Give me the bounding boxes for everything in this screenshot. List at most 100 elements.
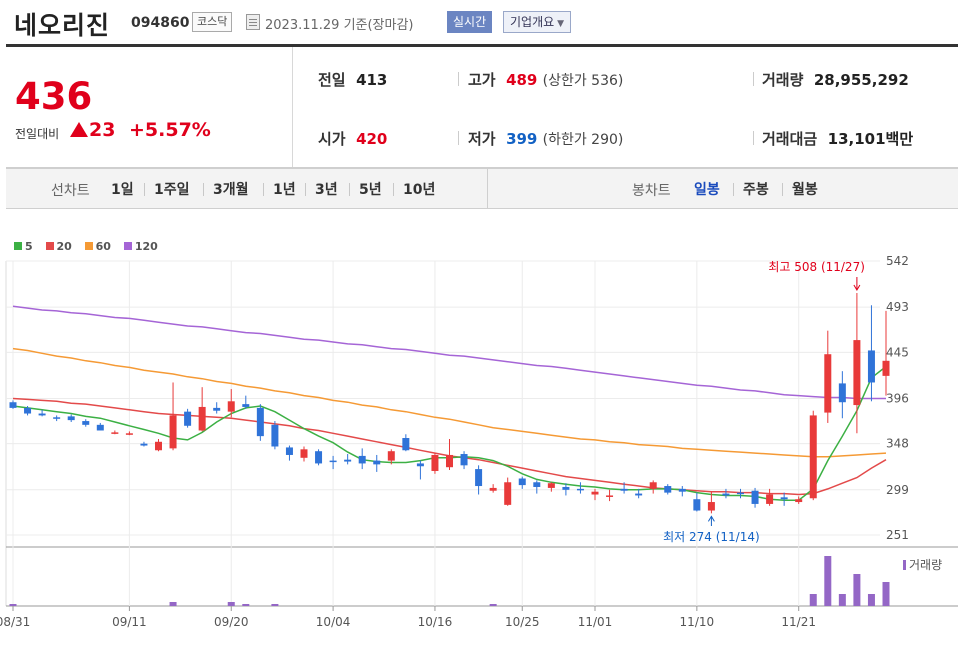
tab-3y[interactable]: 3년 bbox=[315, 182, 338, 198]
tab-1w[interactable]: 1주일 bbox=[154, 182, 190, 198]
candle-body bbox=[606, 495, 614, 497]
stock-header: 네오리진 094860 코스닥 2023.11.29 기준(장마감) 실시간 기… bbox=[0, 0, 958, 44]
tab-1y[interactable]: 1년 bbox=[273, 182, 296, 198]
candle bbox=[678, 486, 686, 497]
volume-bar bbox=[867, 594, 875, 606]
calendar-icon bbox=[246, 14, 260, 30]
legend-ma120: 120 bbox=[123, 240, 158, 253]
tab-daily[interactable]: 일봉 bbox=[694, 182, 720, 198]
volume-bar bbox=[227, 602, 235, 606]
candle bbox=[125, 431, 133, 436]
candle-body bbox=[446, 454, 453, 468]
legend-ma60: 60 bbox=[84, 240, 111, 253]
tab-5y[interactable]: 5년 bbox=[359, 182, 382, 198]
x-tick-label: 09/20 bbox=[214, 615, 249, 629]
candle-body bbox=[387, 451, 395, 461]
lower-limit: (하한가 290) bbox=[542, 132, 624, 148]
y-tick-label: 396 bbox=[886, 391, 909, 405]
volume-bar bbox=[489, 604, 497, 606]
volume-legend-swatch bbox=[903, 560, 906, 570]
high-arrow-head bbox=[853, 284, 861, 291]
candle-body bbox=[722, 493, 730, 496]
candle-body bbox=[635, 493, 643, 496]
candle-body bbox=[9, 402, 17, 408]
x-tick-label: 11/10 bbox=[680, 615, 715, 629]
candle bbox=[227, 389, 235, 418]
quote-divider bbox=[292, 47, 293, 167]
low-arrow-head bbox=[707, 515, 715, 522]
volume-bar bbox=[809, 594, 817, 606]
candle-body bbox=[664, 486, 672, 493]
candle-body bbox=[838, 383, 846, 403]
tab-3m[interactable]: 3개월 bbox=[213, 182, 249, 198]
company-overview-label: 기업개요 bbox=[510, 15, 555, 29]
ma-line-60 bbox=[12, 347, 887, 458]
candle-body bbox=[285, 447, 293, 455]
candle-body bbox=[867, 350, 875, 383]
candle-body bbox=[169, 415, 177, 449]
ma-line-5 bbox=[12, 365, 887, 501]
tab-separator bbox=[349, 183, 350, 196]
tab-separator bbox=[305, 183, 306, 196]
candle bbox=[329, 455, 337, 470]
candle-body bbox=[693, 499, 701, 511]
candle-body bbox=[96, 424, 104, 431]
tab-1d[interactable]: 1일 bbox=[111, 182, 134, 198]
candle bbox=[867, 305, 875, 402]
candle bbox=[285, 445, 293, 461]
candle bbox=[460, 451, 468, 470]
quote-panel: 436 전일대비 23 +5.57% 전일 413 고가 489 (상한가 53… bbox=[6, 47, 958, 168]
change-label: 전일대비 bbox=[15, 127, 60, 141]
candle-body bbox=[795, 499, 803, 503]
candle bbox=[198, 387, 206, 432]
candle bbox=[591, 488, 599, 501]
candle-body bbox=[518, 478, 526, 486]
candle bbox=[242, 395, 250, 409]
company-overview-button[interactable]: 기업개요 ▼ bbox=[503, 11, 572, 33]
cell-separator bbox=[753, 72, 754, 86]
cell-separator bbox=[753, 131, 754, 145]
candle-body bbox=[358, 455, 366, 464]
low-annotation: 최저 274 (11/14) bbox=[663, 530, 760, 544]
change-amount: 23 bbox=[70, 119, 115, 141]
candle bbox=[853, 293, 861, 434]
x-tick-label: 09/11 bbox=[112, 615, 147, 629]
tab-separator bbox=[393, 183, 394, 196]
candle bbox=[387, 449, 395, 465]
volume: 거래량 28,955,292 bbox=[762, 69, 909, 90]
candle-body bbox=[184, 411, 192, 426]
candle bbox=[664, 484, 672, 495]
candle-body bbox=[24, 407, 32, 414]
high-label: 고가 bbox=[468, 71, 496, 89]
volume-bar bbox=[853, 574, 861, 606]
tab-10y[interactable]: 10년 bbox=[403, 182, 436, 198]
tab-weekly[interactable]: 주봉 bbox=[743, 182, 769, 198]
tab-monthly[interactable]: 월봉 bbox=[792, 182, 818, 198]
realtime-button[interactable]: 실시간 bbox=[447, 11, 493, 33]
legend-ma60-label: 60 bbox=[95, 240, 111, 253]
stock-name: 네오리진 bbox=[14, 11, 111, 40]
y-tick-label: 251 bbox=[886, 528, 909, 542]
stock-code: 094860 bbox=[131, 15, 190, 31]
candle-body bbox=[489, 487, 497, 491]
candle-body bbox=[155, 441, 162, 451]
candle-body bbox=[67, 416, 75, 421]
volume-label: 거래량 bbox=[762, 71, 804, 89]
candle bbox=[795, 496, 803, 504]
x-tick-label: 08/31 bbox=[0, 615, 30, 629]
candle bbox=[882, 310, 890, 396]
open-label: 시가 bbox=[318, 130, 346, 148]
day-high: 고가 489 (상한가 536) bbox=[468, 69, 623, 90]
tab-separator bbox=[733, 183, 734, 196]
change-amount-value: 23 bbox=[89, 119, 116, 141]
candle bbox=[213, 402, 221, 414]
cell-separator bbox=[458, 72, 459, 86]
legend-swatch-ma5 bbox=[14, 242, 22, 250]
candle bbox=[402, 434, 410, 452]
legend-ma120-label: 120 bbox=[134, 240, 158, 253]
legend-ma20-label: 20 bbox=[56, 240, 72, 253]
candle-body bbox=[475, 469, 483, 487]
candle bbox=[824, 330, 832, 423]
candle bbox=[96, 422, 104, 431]
